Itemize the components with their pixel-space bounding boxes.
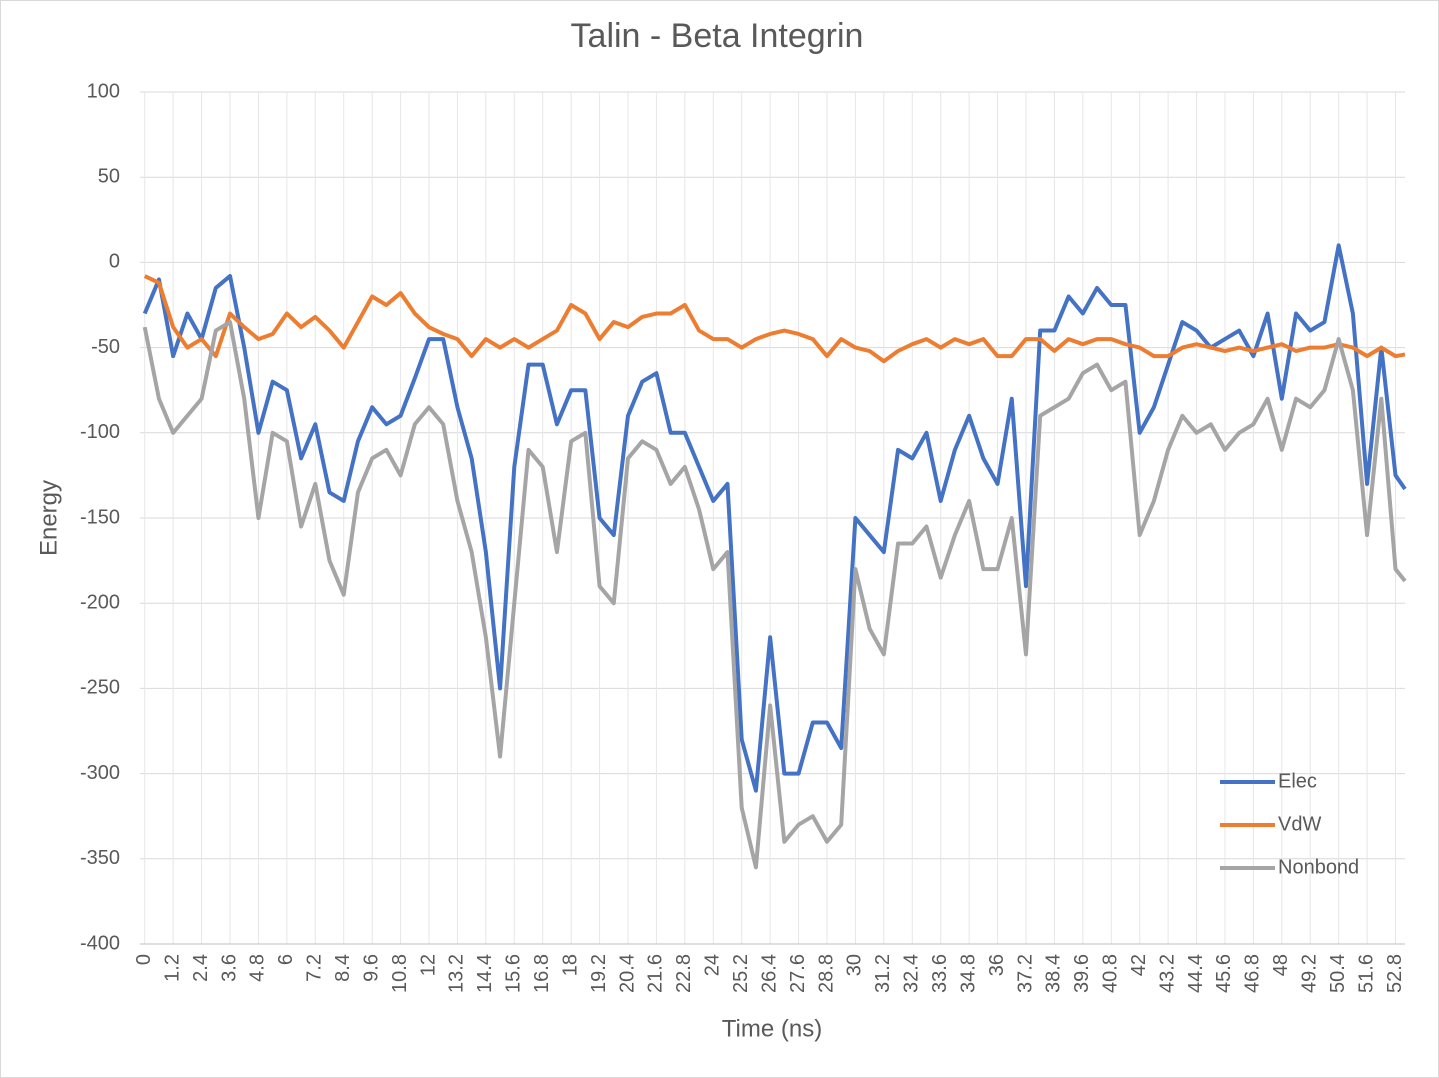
x-tick-label: 28.8 <box>815 954 837 993</box>
y-tick-label: -250 <box>80 677 120 699</box>
x-tick-label: 22.8 <box>673 954 695 993</box>
x-tick-label: 6 <box>275 954 297 965</box>
x-tick-label: 10.8 <box>389 954 411 993</box>
x-tick-label: 33.6 <box>929 954 951 993</box>
y-tick-label: -400 <box>80 932 120 954</box>
x-tick-label: 32.4 <box>901 954 923 993</box>
x-tick-label: 48 <box>1270 954 1292 976</box>
y-tick-label: 50 <box>98 165 120 187</box>
x-tick-label: 36 <box>986 954 1008 976</box>
data-line <box>142 243 1407 793</box>
x-tick-label: 51.6 <box>1355 954 1377 993</box>
y-axis-label: Energy <box>35 480 62 556</box>
x-tick-label: 30 <box>844 954 866 976</box>
x-tick-label: 7.2 <box>304 954 326 982</box>
x-tick-label: 20.4 <box>616 954 638 993</box>
x-tick-label: 1.2 <box>161 954 183 982</box>
x-tick-label: 13.2 <box>446 954 468 993</box>
y-tick-label: 0 <box>109 251 120 273</box>
x-tick-label: 9.6 <box>360 954 382 982</box>
legend-label: VdW <box>1278 813 1321 835</box>
x-tick-label: 46.8 <box>1242 954 1264 993</box>
x-tick-label: 49.2 <box>1299 954 1321 993</box>
x-tick-label: 21.6 <box>645 954 667 993</box>
x-tick-label: 12 <box>417 954 439 976</box>
data-line <box>143 274 1406 364</box>
x-tick-label: 2.4 <box>190 954 212 982</box>
x-tick-label: 16.8 <box>531 954 553 993</box>
x-tick-label: 31.2 <box>872 954 894 993</box>
x-tick-label: 43.2 <box>1156 954 1178 993</box>
y-tick-label: -200 <box>80 591 120 613</box>
y-tick-label: -300 <box>80 762 120 784</box>
x-tick-label: 14.4 <box>474 954 496 993</box>
x-tick-label: 27.6 <box>787 954 809 993</box>
y-tick-label: -150 <box>80 506 120 528</box>
y-tick-label: -350 <box>80 847 120 869</box>
x-tick-label: 15.6 <box>503 954 525 993</box>
x-tick-label: 18 <box>559 954 581 976</box>
x-tick-label: 42 <box>1128 954 1150 976</box>
x-tick-label: 50.4 <box>1327 954 1349 993</box>
x-axis-label: Time (ns) <box>722 1015 822 1042</box>
x-tick-label: 39.6 <box>1071 954 1093 993</box>
x-tick-label: 19.2 <box>588 954 610 993</box>
x-tick-label: 24 <box>702 954 724 976</box>
x-tick-label: 34.8 <box>957 954 979 993</box>
legend-label: Nonbond <box>1278 856 1359 878</box>
y-tick-label: -50 <box>91 336 120 358</box>
y-tick-label: -100 <box>80 421 120 443</box>
chart-title: Talin - Beta Integrin <box>571 17 864 55</box>
legend-label: Elec <box>1278 770 1317 792</box>
x-tick-label: 37.2 <box>1014 954 1036 993</box>
x-tick-label: 25.2 <box>730 954 752 993</box>
x-tick-label: 3.6 <box>218 954 240 982</box>
data-line <box>142 320 1407 870</box>
x-tick-label: 52.8 <box>1384 954 1406 993</box>
x-tick-label: 0 <box>133 954 155 965</box>
y-tick-label: 100 <box>87 80 120 102</box>
x-tick-label: 4.8 <box>247 954 269 982</box>
x-tick-label: 38.4 <box>1043 954 1065 993</box>
x-tick-label: 45.6 <box>1213 954 1235 993</box>
x-tick-label: 40.8 <box>1100 954 1122 993</box>
x-tick-label: 26.4 <box>758 954 780 993</box>
x-tick-label: 44.4 <box>1185 954 1207 993</box>
x-tick-label: 8.4 <box>332 954 354 982</box>
